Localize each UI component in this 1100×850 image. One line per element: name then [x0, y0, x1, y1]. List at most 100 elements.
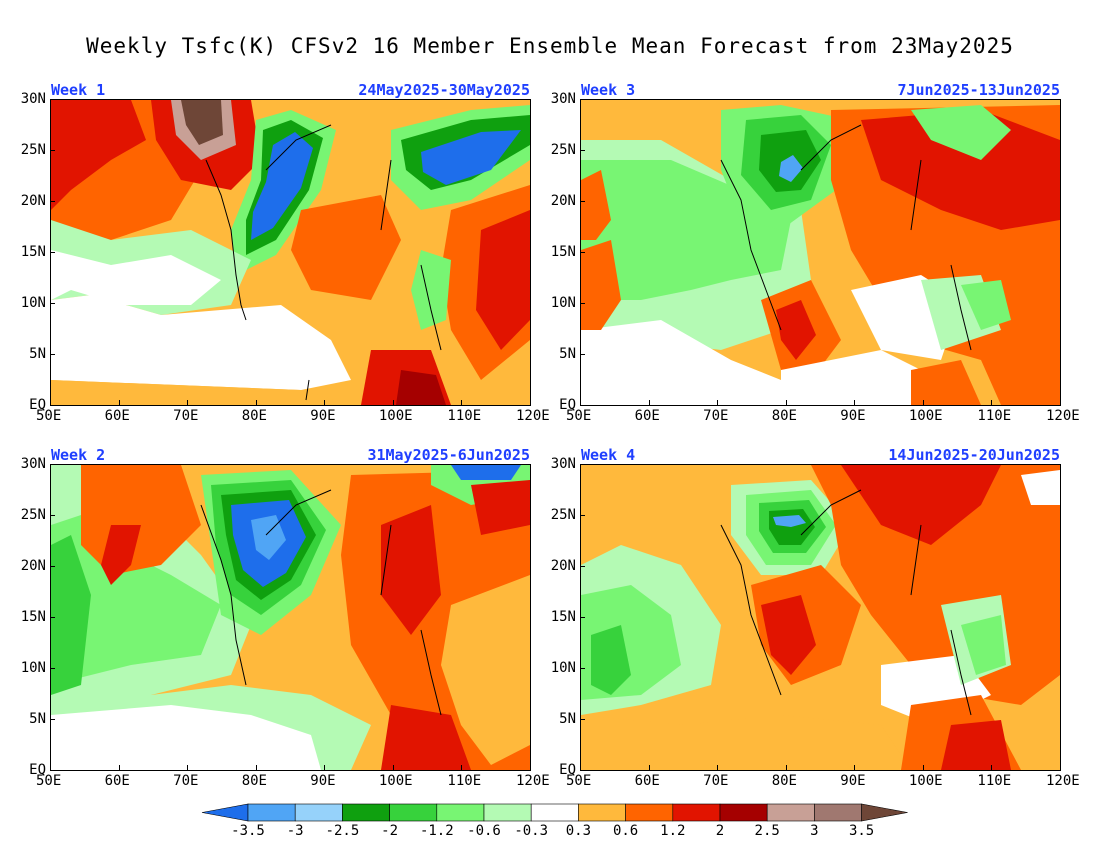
colorbar-tick-label: -1.2 — [419, 823, 454, 839]
colorbar-tick-label: -3.5 — [231, 823, 265, 839]
lat-tick-mark — [50, 617, 55, 618]
lon-tick-mark — [392, 400, 394, 405]
lat-tick-label: 25N — [550, 507, 576, 523]
lat-tick-mark — [580, 405, 585, 406]
lat-tick-label: 5N — [559, 711, 576, 727]
panel-week4-label: Week 4 — [581, 446, 636, 464]
panel-week3-dates: 7Jun2025-13Jun2025 — [897, 81, 1060, 99]
lat-tick-mark — [580, 719, 585, 720]
lat-tick-label: EQ — [559, 762, 576, 778]
lon-tick-mark — [392, 765, 394, 770]
lat-tick-label: EQ — [29, 397, 46, 413]
lon-tick-label: 50E — [566, 408, 592, 424]
lon-tick-label: 60E — [634, 408, 660, 424]
panel-week3-map — [580, 99, 1061, 406]
lat-tick-mark — [50, 668, 55, 669]
lat-tick-label: 30N — [550, 91, 576, 107]
colorbar-swatch — [625, 803, 674, 822]
lat-tick-mark — [580, 770, 585, 771]
lat-tick-label: 30N — [20, 456, 46, 472]
lon-tick-mark — [461, 400, 463, 405]
lon-tick-label: 110E — [977, 773, 1012, 789]
lat-tick-mark — [580, 201, 585, 202]
lat-tick-mark — [50, 99, 55, 100]
lon-tick-label: 100E — [378, 408, 413, 424]
lat-tick-label: 20N — [550, 558, 576, 574]
lon-tick-label: 90E — [310, 773, 336, 789]
lat-tick-label: 15N — [20, 609, 46, 625]
lon-tick-label: 50E — [36, 408, 62, 424]
week3-field — [581, 100, 1060, 405]
colorbar-swatch — [578, 803, 626, 822]
colorbar-tick-label: -2 — [381, 823, 399, 839]
lat-tick-mark — [580, 566, 585, 567]
lon-tick-mark — [255, 765, 257, 770]
lat-tick-label: 5N — [29, 346, 46, 362]
lon-tick-mark — [785, 400, 787, 405]
panel-week1-map — [50, 99, 531, 406]
lon-tick-mark — [991, 765, 993, 770]
lon-tick-label: 60E — [634, 773, 660, 789]
colorbar-swatch — [814, 803, 862, 822]
lon-tick-label: 120E — [1046, 408, 1080, 424]
lon-tick-label: 60E — [104, 773, 130, 789]
lat-tick-mark — [580, 99, 585, 100]
lon-tick-label: 80E — [241, 408, 267, 424]
lat-tick-label: 25N — [20, 507, 46, 523]
colorbar-swatch — [247, 803, 296, 822]
lon-tick-label: 80E — [771, 773, 797, 789]
lat-tick-mark — [50, 515, 55, 516]
lon-tick-mark — [648, 765, 650, 770]
lon-tick-mark — [461, 765, 463, 770]
lat-tick-label: 25N — [550, 142, 576, 158]
lat-tick-mark — [580, 464, 585, 465]
colorbar-tick-label: -3 — [286, 823, 304, 839]
lat-tick-mark — [50, 464, 55, 465]
lon-tick-mark — [530, 765, 531, 770]
colorbar-swatch — [389, 803, 438, 822]
lat-tick-mark — [50, 770, 55, 771]
lat-tick-label: 10N — [550, 660, 576, 676]
lon-tick-label: 90E — [840, 408, 866, 424]
panel-week1-dates: 24May2025-30May2025 — [358, 81, 530, 99]
panel-week4-map — [580, 464, 1061, 771]
lat-tick-label: 15N — [550, 609, 576, 625]
lat-tick-mark — [580, 150, 585, 151]
lat-tick-label: 30N — [20, 91, 46, 107]
lat-tick-label: 20N — [20, 558, 46, 574]
lon-tick-label: 60E — [104, 408, 130, 424]
lon-tick-mark — [118, 400, 120, 405]
colorbar-tick-label: 0.6 — [612, 823, 639, 839]
lon-tick-mark — [854, 765, 856, 770]
lat-tick-label: 10N — [20, 295, 46, 311]
lat-tick-mark — [580, 252, 585, 253]
lon-tick-mark — [118, 765, 120, 770]
colorbar-tick-label: -2.5 — [325, 823, 360, 839]
panel-week3-label: Week 3 — [581, 81, 636, 99]
lat-tick-label: 30N — [550, 456, 576, 472]
lon-tick-mark — [717, 765, 719, 770]
lon-tick-label: 70E — [703, 408, 729, 424]
lon-tick-mark — [922, 400, 924, 405]
colorbar-swatch — [436, 803, 485, 822]
lon-tick-mark — [1060, 765, 1061, 770]
lon-tick-mark — [324, 400, 326, 405]
lon-tick-label: 110E — [977, 408, 1012, 424]
colorbar-swatch — [766, 803, 815, 822]
colorbar-max-arrow — [861, 803, 908, 822]
lat-tick-label: EQ — [559, 397, 576, 413]
week2-field — [51, 465, 530, 770]
lon-tick-label: 120E — [516, 408, 550, 424]
lat-tick-label: 15N — [20, 244, 46, 260]
colorbar-swatch — [672, 803, 721, 822]
lon-tick-label: 80E — [241, 773, 267, 789]
lon-tick-label: 50E — [566, 773, 592, 789]
lon-tick-label: 100E — [908, 773, 943, 789]
lon-tick-label: 90E — [310, 408, 336, 424]
lon-tick-mark — [854, 400, 856, 405]
panel-week4-dates: 14Jun2025-20Jun2025 — [888, 446, 1060, 464]
week4-field — [581, 465, 1060, 770]
lat-tick-mark — [50, 150, 55, 151]
lon-tick-mark — [324, 765, 326, 770]
lat-tick-label: 10N — [550, 295, 576, 311]
